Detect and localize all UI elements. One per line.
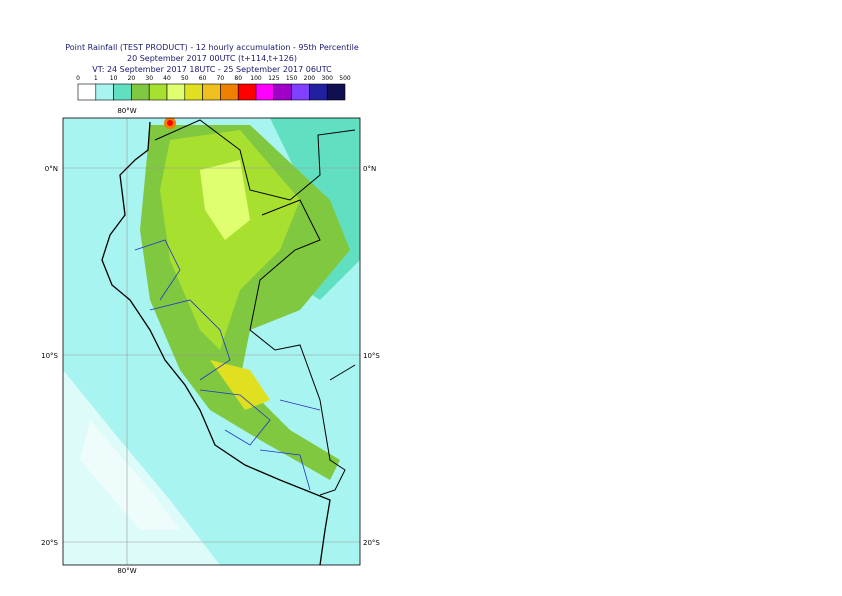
lat-label: 20°S [41,539,58,547]
lon-label: 80°W [117,567,136,575]
legend-swatch [326,83,346,101]
frame [62,117,361,566]
dry-area [80,420,180,530]
legend-swatch [273,83,292,101]
legend: 0 1 10 20 30 40 50 60 70 80 100 125 150 200 300 500 [76,75,351,101]
legend-label: 20 [128,75,136,82]
legend-swatch [291,83,310,101]
legend-label: 1 [94,75,98,82]
legend-label: 60 [199,75,207,82]
legend-swatch [309,83,328,101]
valid-time: VT: 24 September 2017 18UTC - 25 Septemb… [92,65,332,74]
regions [134,239,321,491]
legend-swatch [184,83,203,101]
legend-label: 10 [110,75,118,82]
legend-label: 300 [321,75,333,82]
lat-label: 0°N [363,165,376,173]
rain-area [160,130,300,350]
lon-label: 80°W [117,107,136,115]
legend-label: 70 [217,75,225,82]
rain-area [200,160,250,240]
legend-label: 30 [145,75,153,82]
dry-area [63,370,220,565]
map [63,118,360,565]
coastline [101,121,331,565]
legend-label: 100 [250,75,262,82]
legend-label: 150 [286,75,298,82]
legend-swatch [148,83,168,101]
legend-swatch [166,83,186,101]
legend-label: 500 [339,75,351,82]
lat-label: 10°S [363,352,380,360]
title: Point Rainfall (TEST PRODUCT) - 12 hourl… [65,43,359,52]
legend-swatch [95,83,114,101]
border [154,119,356,496]
rain-area [210,360,270,410]
legend-label: 80 [234,75,242,82]
legend-swatch [131,83,150,101]
legend-label: 200 [304,75,316,82]
graticule [63,118,360,565]
rain-max [167,120,173,126]
legend-swatch [113,83,132,101]
legend-swatch [77,83,97,101]
lat-label: 0°N [45,165,58,173]
legend-label: 125 [268,75,280,82]
legend-swatch [255,83,275,101]
legend-label: 40 [163,75,171,82]
run-time: 20 September 2017 00UTC (t+114,t+126) [127,54,297,63]
lat-label: 10°S [41,352,58,360]
legend-label: 50 [181,75,189,82]
legend-swatch [237,83,257,101]
lat-label: 20°S [363,539,380,547]
legend-label: 0 [76,75,80,82]
legend-swatch [220,83,239,101]
legend-swatch [202,83,221,101]
